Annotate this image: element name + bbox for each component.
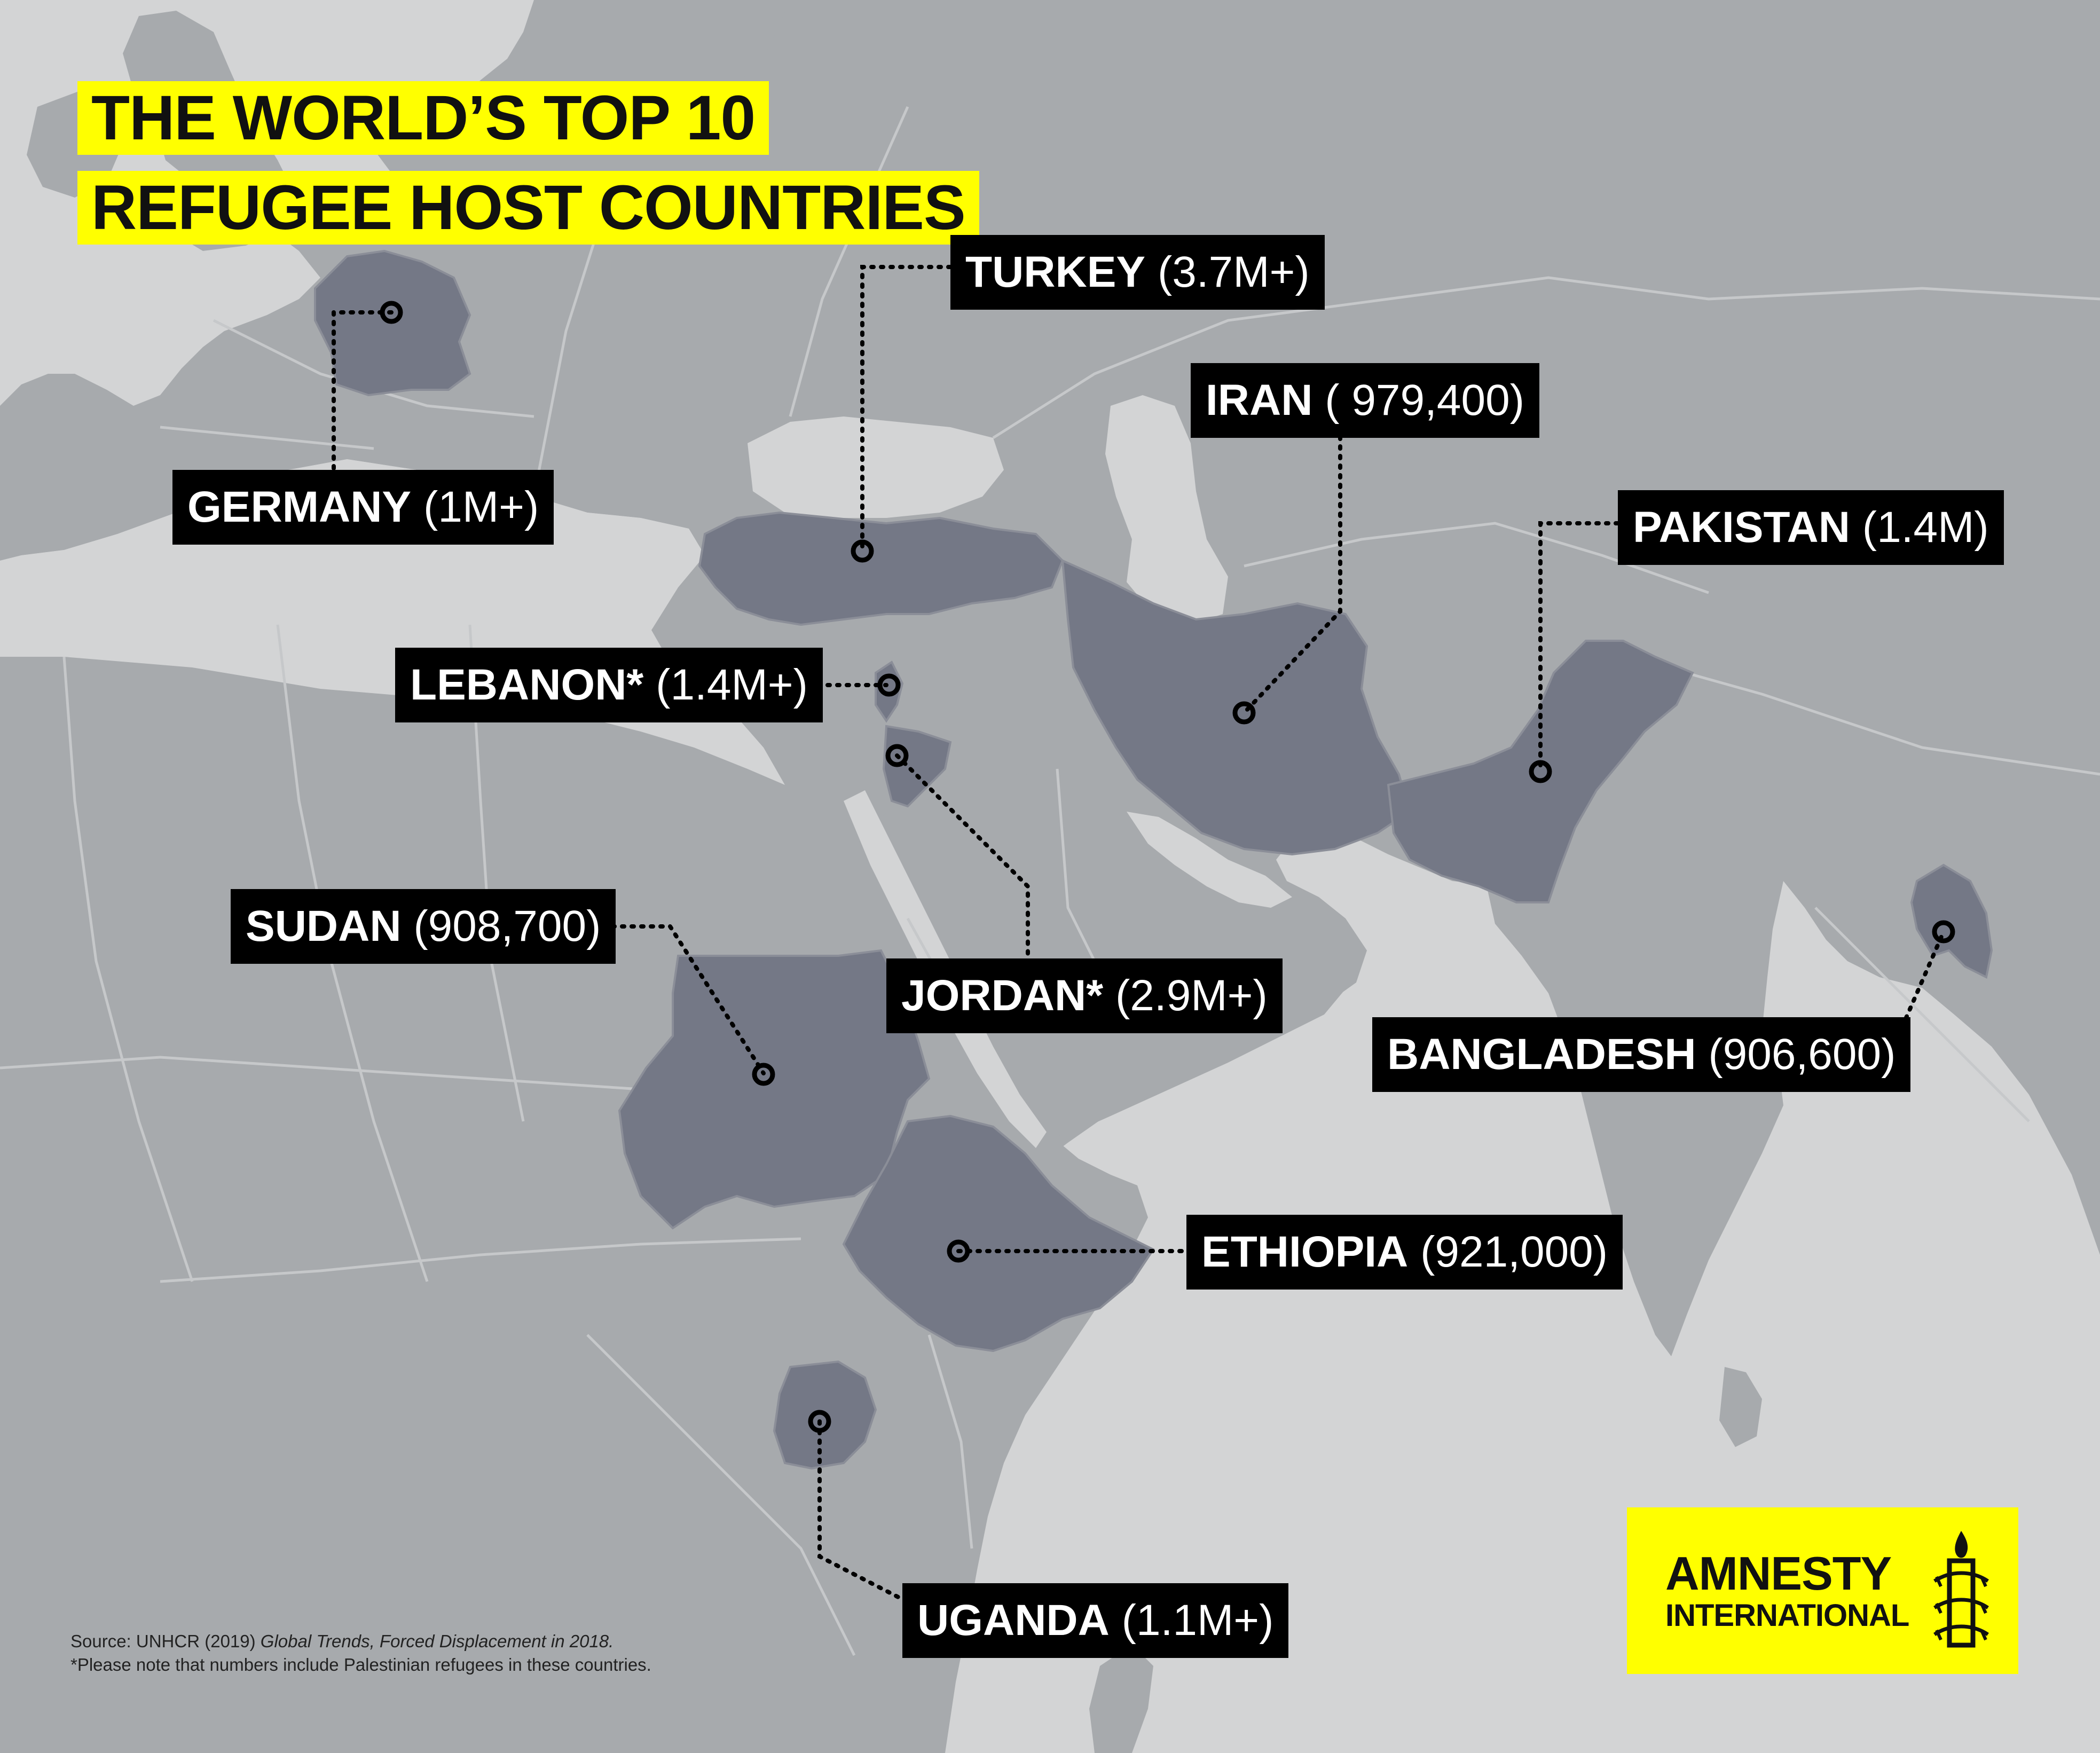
- marker-bangladesh: [1932, 920, 1955, 944]
- location-markers: [380, 301, 1955, 1433]
- marker-uganda: [808, 1410, 831, 1433]
- label-sudan-name: SUDAN: [246, 902, 402, 950]
- label-uganda-name: UGANDA: [917, 1596, 1110, 1645]
- shape-turkey: [698, 511, 1064, 626]
- land-sri-lanka: [1719, 1367, 1762, 1447]
- label-sudan-value: (908,700): [413, 902, 601, 950]
- sea-black: [748, 416, 1004, 518]
- label-ethiopia-name: ETHIOPIA: [1201, 1228, 1409, 1276]
- label-uganda-value: (1.1M+): [1121, 1596, 1274, 1645]
- candle-barbed-wire-icon: [1933, 1531, 1989, 1648]
- source-footnote: *Please note that numbers include Palest…: [70, 1655, 651, 1675]
- logo-line-2: INTERNATIONAL: [1665, 1598, 1909, 1633]
- leader-pakistan: [1538, 521, 1620, 774]
- label-turkey-value: (3.7M+): [1157, 248, 1310, 296]
- label-iran-value: ( 979,400): [1325, 376, 1525, 425]
- label-ethiopia-value: (921,000): [1420, 1228, 1608, 1276]
- label-jordan: JORDAN* (2.9M+): [886, 958, 1283, 1033]
- label-turkey-name: TURKEY: [965, 248, 1146, 296]
- source-prefix: Source: UNHCR (2019): [70, 1631, 261, 1651]
- source-note: Source: UNHCR (2019) Global Trends, Forc…: [70, 1630, 651, 1677]
- marker-pakistan: [1529, 760, 1552, 783]
- label-lebanon-value: (1.4M+): [656, 661, 808, 709]
- marker-jordan: [885, 744, 909, 767]
- shape-ethiopia: [842, 1114, 1155, 1353]
- label-uganda: UGANDA (1.1M+): [902, 1583, 1289, 1658]
- marker-sudan: [752, 1063, 775, 1086]
- label-germany-value: (1M+): [423, 483, 539, 531]
- label-iran-name: IRAN: [1206, 376, 1313, 425]
- marker-ethiopia: [947, 1239, 970, 1263]
- leader-uganda: [817, 1419, 905, 1601]
- label-pakistan: PAKISTAN (1.4M): [1618, 490, 2004, 565]
- marker-germany: [380, 301, 403, 324]
- label-bangladesh-value: (906,600): [1708, 1030, 1896, 1079]
- label-iran: IRAN ( 979,400): [1191, 363, 1540, 438]
- title-line-2: REFUGEE HOST COUNTRIES: [77, 171, 979, 245]
- label-turkey: TURKEY (3.7M+): [950, 235, 1325, 310]
- label-germany-name: GERMANY: [187, 483, 412, 531]
- shape-pakistan: [1387, 640, 1694, 903]
- label-bangladesh: BANGLADESH (906,600): [1372, 1017, 1911, 1092]
- marker-turkey: [851, 539, 874, 563]
- sea-persian-gulf: [1127, 812, 1292, 908]
- shape-bangladesh: [1910, 863, 1993, 979]
- marker-lebanon: [877, 673, 901, 697]
- leader-iran: [1242, 425, 1342, 715]
- label-lebanon: LEBANON* (1.4M+): [395, 648, 823, 722]
- title-line-1: THE WORLD’S TOP 10: [77, 81, 769, 155]
- label-bangladesh-name: BANGLADESH: [1387, 1030, 1696, 1079]
- leader-jordan: [895, 753, 1030, 979]
- label-sudan: SUDAN (908,700): [231, 889, 616, 964]
- logo-text: AMNESTY INTERNATIONAL: [1665, 1549, 1909, 1633]
- land-eurasia: [0, 0, 2100, 1255]
- land-india: [1484, 860, 1783, 1356]
- land-arabia: [876, 769, 1351, 1137]
- marker-iran: [1232, 701, 1256, 725]
- land-madagascar: [1089, 1645, 1153, 1753]
- label-ethiopia: ETHIOPIA (921,000): [1186, 1215, 1623, 1290]
- source-line: Source: UNHCR (2019) Global Trends, Forc…: [70, 1630, 651, 1653]
- label-germany: GERMANY (1M+): [172, 470, 554, 545]
- label-lebanon-name: LEBANON*: [410, 661, 644, 709]
- label-jordan-name: JORDAN*: [901, 971, 1104, 1020]
- leader-turkey: [860, 265, 953, 552]
- leader-germany: [332, 310, 394, 472]
- sea-caspian: [1105, 395, 1228, 625]
- label-pakistan-value: (1.4M): [1862, 503, 1989, 552]
- logo-line-1: AMNESTY: [1665, 1547, 1892, 1600]
- source-publication: Global Trends, Forced Displacement in 20…: [260, 1631, 614, 1651]
- amnesty-logo: AMNESTY INTERNATIONAL: [1627, 1507, 2018, 1674]
- label-jordan-value: (2.9M+): [1115, 971, 1268, 1020]
- label-pakistan-name: PAKISTAN: [1633, 503, 1850, 552]
